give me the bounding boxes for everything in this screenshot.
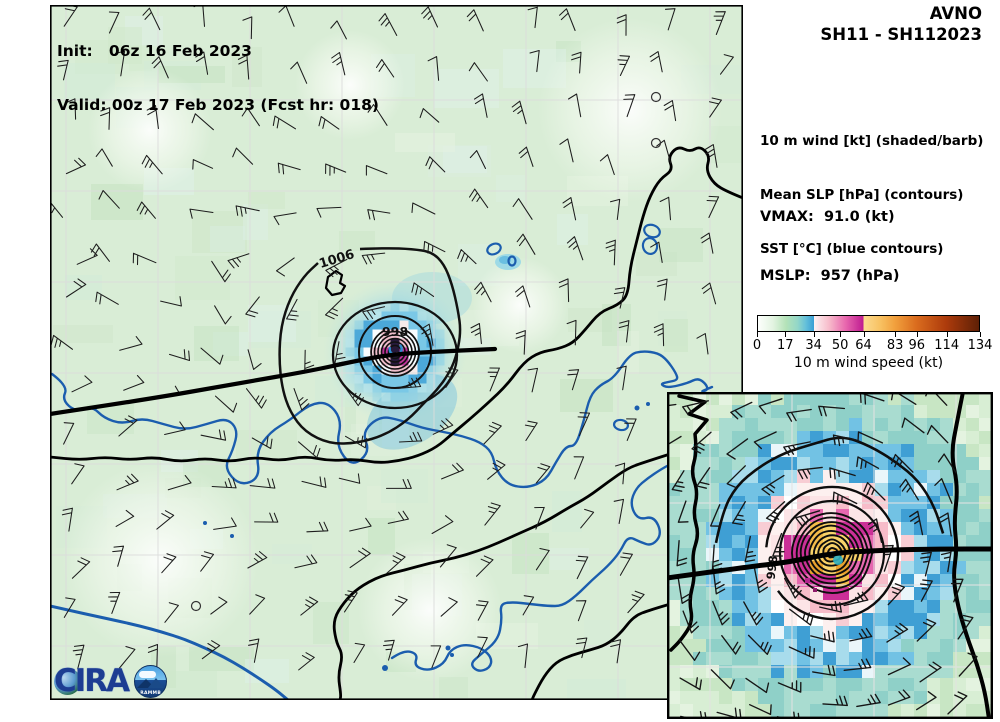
inset-slp-contours: 998 [714, 436, 945, 621]
colorbar: 0 17 34 50 64 83 96 114 134 10 m wind speed (kt) [753, 315, 992, 371]
colorbar-tick-label: 34 [805, 338, 822, 353]
inset-slp-label-998: 998 [764, 555, 781, 581]
inset-map-svg: 998 [650, 386, 1000, 722]
colorbar-tick-label: 50 [831, 338, 849, 353]
legend-line-wind: 10 m wind [kt] (shaded/barb) [760, 133, 984, 149]
inset-coastlines [669, 390, 991, 721]
colorbar-label: 10 m wind speed (kt) [793, 355, 944, 371]
colorbar-tick-label: 114 [934, 338, 960, 353]
inset-grid-layer [667, 392, 993, 719]
inset-border [667, 392, 994, 720]
colorbar-gradient [757, 315, 980, 332]
rammb-text: RAMMB [140, 690, 162, 696]
grid-layer [50, 5, 743, 700]
colorbar-tick-label: 17 [777, 338, 794, 353]
slp-label-998: 998 [382, 324, 408, 339]
coastlines [48, 146, 745, 702]
colorbar-tick-label: 0 [752, 338, 762, 353]
inset-track-line [666, 546, 993, 581]
sst-contours [48, 223, 714, 702]
colorbar-tick-label: 96 [908, 338, 926, 353]
colorbar-tick [785, 332, 787, 337]
cira-text: CIRA [54, 663, 130, 699]
title-valid-line: Valid: 00z 17 Feb 2023 (Fcst hr: 018) [57, 96, 379, 114]
mountain-icon [148, 677, 165, 688]
legend-line-slp: Mean SLP [hPa] (contours) [760, 187, 964, 203]
inset-wind-barbs [650, 386, 978, 722]
colorbar-tick [946, 332, 948, 337]
colorbar-tick [895, 332, 897, 337]
colorbar-tick [863, 332, 865, 337]
legend-line-sst: SST [°C] (blue contours) [760, 241, 944, 257]
colorbar-tick-label: 134 [967, 338, 993, 353]
mslp-value: MSLP: 957 (hPa) [760, 267, 900, 284]
title-overlay: Init: 06z 16 Feb 2023 Valid: 00z 17 Feb … [57, 6, 379, 150]
storm-id: SH11 - SH112023 [820, 25, 982, 44]
colorbar-tick-label: 64 [855, 338, 872, 353]
colorbar-tick [757, 332, 758, 337]
model-name: AVNO [929, 4, 982, 23]
main-map-border [50, 5, 744, 701]
colorbar-tick [840, 332, 842, 337]
cloud-icon [139, 670, 157, 678]
rammb-badge: RAMMB [134, 664, 168, 698]
wind-barbs-layer [43, 1, 734, 671]
colorbar-tick-label: 83 [886, 338, 904, 353]
right-panel: AVNO SH11 - SH112023 10 m wind [kt] (sha… [744, 0, 1000, 390]
inset-map: 998 [650, 386, 1000, 722]
cira-logo: CIRA RAMMB [54, 662, 168, 700]
colorbar-tick [980, 332, 981, 337]
title-init-line: Init: 06z 16 Feb 2023 [57, 42, 252, 60]
colorbar-tick [916, 332, 918, 337]
stats-block: VMAX: 91.0 (kt) MSLP: 957 (hPa) [760, 169, 900, 325]
legend-block: 10 m wind [kt] (shaded/barb) Mean SLP [h… [760, 96, 983, 294]
colorbar-tick [813, 332, 815, 337]
mountain-icon [137, 678, 156, 688]
vmax-value: VMAX: 91.0 (kt) [760, 209, 895, 225]
track-line [47, 346, 498, 417]
